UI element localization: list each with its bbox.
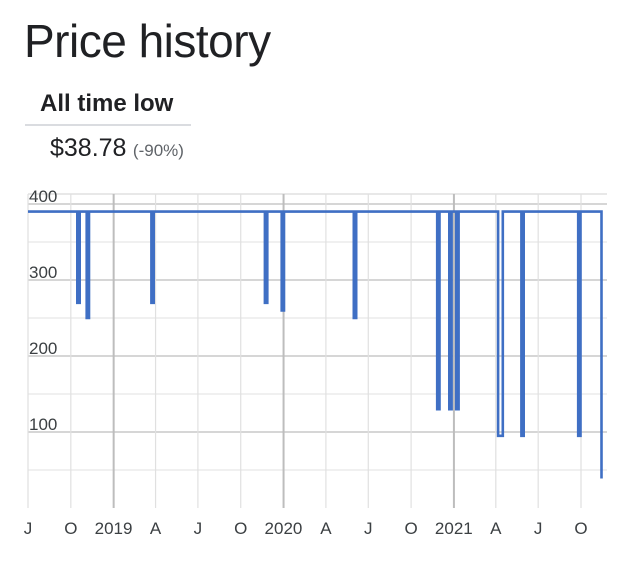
x-tick-label: 2021	[435, 519, 473, 538]
x-tick-label: A	[320, 519, 332, 538]
x-tick-label: O	[404, 519, 417, 538]
x-tick-label: J	[534, 519, 543, 538]
y-tick-label: 400	[29, 187, 57, 206]
chart-tick-labels: 100 200 300 400 J O 2019 A J O 2020 A J O 2021 A J O	[24, 187, 588, 538]
y-tick-label: 100	[29, 415, 57, 434]
y-tick-label: 300	[29, 263, 57, 282]
y-tick-label: 200	[29, 339, 57, 358]
x-tick-label: O	[234, 519, 247, 538]
x-tick-label: 2020	[265, 519, 303, 538]
page-title: Price history	[24, 15, 271, 67]
tab-label: All time low	[40, 90, 174, 117]
x-tick-label: A	[490, 519, 502, 538]
x-tick-label: J	[364, 519, 373, 538]
chart-grid	[27, 193, 607, 508]
chart-series	[28, 210, 603, 479]
x-tick-label: 2019	[95, 519, 133, 538]
price-series-line	[28, 210, 603, 479]
x-tick-label: O	[574, 519, 587, 538]
price-history-chart: 100 200 300 400 J O 2019 A J O 2020 A J O 2021 A J O	[24, 187, 607, 538]
all-time-low-price: $38.78	[50, 134, 127, 162]
tab-all-time-low[interactable]: All time low	[25, 84, 191, 126]
x-tick-label: A	[150, 519, 162, 538]
all-time-low-summary: $38.78 (-90%)	[50, 134, 184, 163]
x-tick-label: J	[24, 519, 33, 538]
x-tick-label: J	[194, 519, 203, 538]
all-time-low-change: (-90%)	[132, 141, 184, 160]
x-tick-label: O	[64, 519, 77, 538]
